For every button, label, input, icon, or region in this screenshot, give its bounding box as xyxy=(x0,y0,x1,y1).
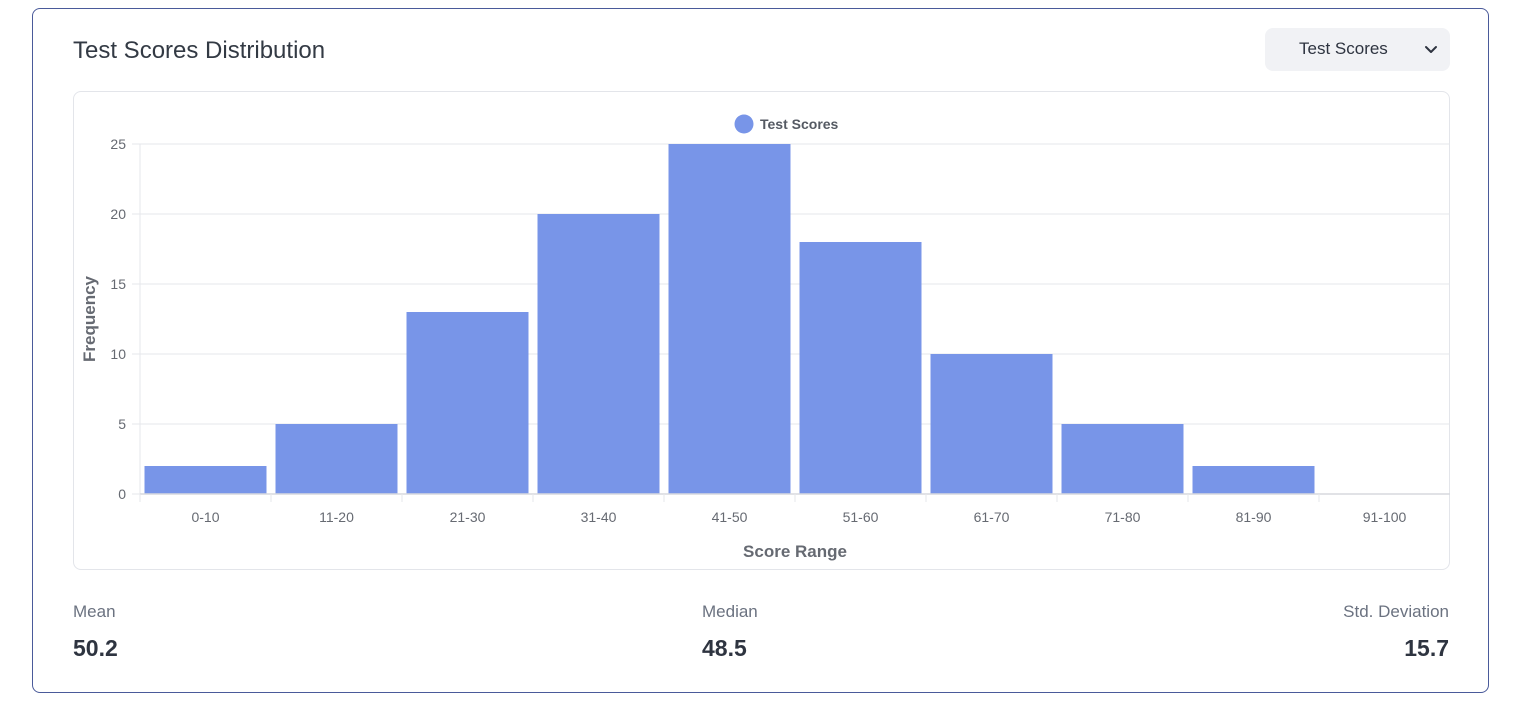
x-tick-label: 31-40 xyxy=(581,509,617,525)
y-tick-label: 25 xyxy=(110,136,126,152)
x-axis-title: Score Range xyxy=(743,542,847,561)
legend: Test Scores xyxy=(734,114,839,134)
std-deviation-value: 15.7 xyxy=(1404,635,1449,661)
legend-label[interactable]: Test Scores xyxy=(760,116,839,132)
y-tick-label: 0 xyxy=(118,486,126,502)
x-tick-label: 71-80 xyxy=(1105,509,1141,525)
std-deviation-label: Std. Deviation xyxy=(1343,602,1449,621)
bar-31-40[interactable] xyxy=(537,214,660,494)
bar-81-90[interactable] xyxy=(1192,466,1315,494)
bars xyxy=(144,144,1315,494)
std-deviation-stat: Std. Deviation 15.7 xyxy=(1343,601,1449,662)
dataset-select[interactable]: Test Scores xyxy=(1265,28,1450,71)
x-tick-label: 81-90 xyxy=(1236,509,1272,525)
histogram-chart: 0 5 10 15 20 25 0-10 11-20 21-30 31-40 41-50 51-60 6… xyxy=(80,114,1450,561)
bar-41-50[interactable] xyxy=(668,144,791,494)
axes: 0 5 10 15 20 25 0-10 11-20 21-30 31-40 41-50 51-60 6… xyxy=(80,136,1450,561)
y-tick-label: 5 xyxy=(118,416,126,432)
x-tick-label: 51-60 xyxy=(843,509,879,525)
dataset-select-value: Test Scores xyxy=(1299,39,1388,58)
y-tick-label: 20 xyxy=(110,206,126,222)
chart-title: Test Scores Distribution xyxy=(73,37,326,64)
x-tick-label: 91-100 xyxy=(1363,509,1407,525)
x-tick-label: 41-50 xyxy=(712,509,748,525)
x-tick-label: 61-70 xyxy=(974,509,1010,525)
median-label: Median xyxy=(702,602,758,621)
bar-71-80[interactable] xyxy=(1061,424,1184,494)
median-value: 48.5 xyxy=(702,635,747,661)
legend-swatch xyxy=(734,114,754,134)
mean-stat: Mean 50.2 xyxy=(73,601,118,662)
bar-11-20[interactable] xyxy=(275,424,398,494)
mean-label: Mean xyxy=(73,602,116,621)
median-stat: Median 48.5 xyxy=(702,601,758,662)
bar-51-60[interactable] xyxy=(799,242,922,494)
x-tick-label: 11-20 xyxy=(319,509,354,525)
bar-0-10[interactable] xyxy=(144,466,267,494)
chevron-down-icon xyxy=(1425,46,1437,53)
mean-value: 50.2 xyxy=(73,635,118,661)
x-tick-label: 0-10 xyxy=(191,509,219,525)
bar-61-70[interactable] xyxy=(930,354,1053,494)
bar-21-30[interactable] xyxy=(406,312,529,494)
chart-container: 0 5 10 15 20 25 0-10 11-20 21-30 31-40 41-50 51-60 6… xyxy=(73,91,1450,570)
y-axis-title: Frequency xyxy=(80,275,99,362)
y-tick-label: 10 xyxy=(110,346,126,362)
y-tick-label: 15 xyxy=(110,276,126,292)
x-tick-label: 21-30 xyxy=(450,509,486,525)
